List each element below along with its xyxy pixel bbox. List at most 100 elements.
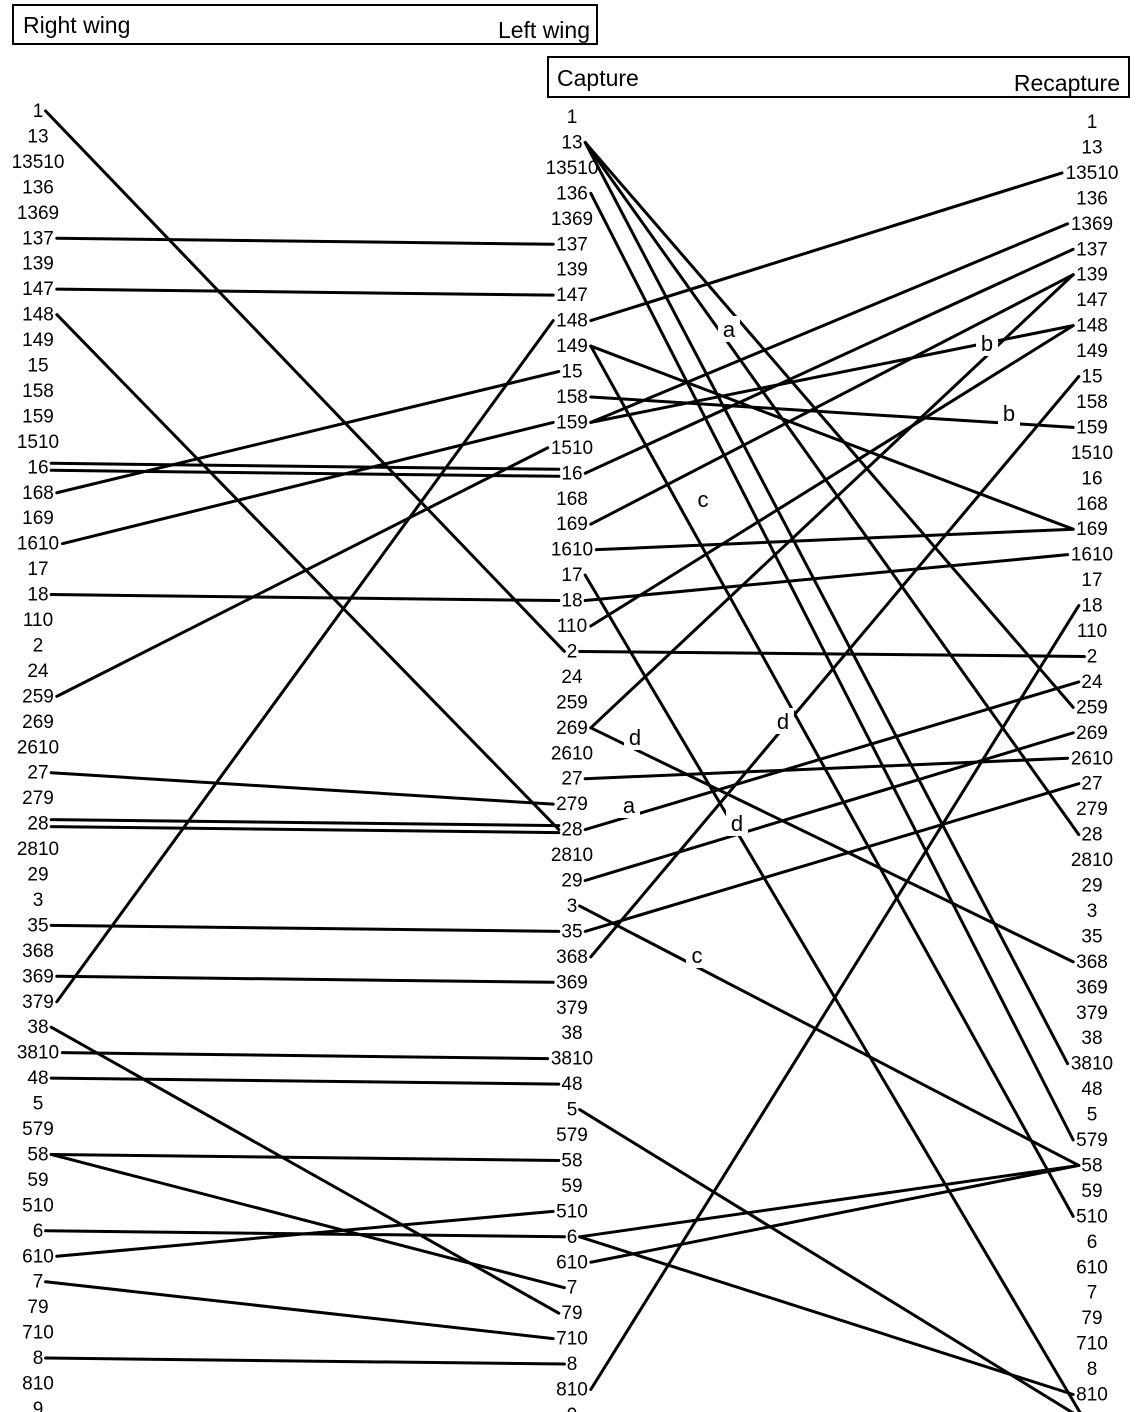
link-right-wing-to-capture: [49, 461, 561, 471]
link-capture-to-recapture: [583, 140, 1070, 1066]
right-wing-label: 368: [22, 941, 54, 962]
recapture-label: 269: [1076, 723, 1108, 744]
capture-label: 1: [567, 107, 578, 128]
link-right-wing-to-capture: [49, 825, 561, 835]
link-capture-to-recapture: [583, 247, 1075, 475]
link-capture-to-recapture: [589, 726, 1075, 964]
recapture-label: 59: [1081, 1181, 1102, 1202]
link-right-wing-to-capture: [49, 771, 555, 806]
mark-background: [686, 942, 708, 968]
link-right-wing-to-capture: [55, 974, 555, 984]
mark-background: [998, 400, 1020, 426]
right-wing-label: 139: [22, 254, 54, 275]
right-wing-label: 7: [33, 1272, 44, 1293]
right-wing-label: 15: [27, 356, 48, 377]
link-capture-to-recapture: [578, 1108, 1075, 1412]
capture-label: 16: [561, 463, 582, 484]
recapture-label: 1369: [1071, 214, 1113, 235]
recapture-label: 137: [1076, 239, 1108, 260]
recapture-label: 6: [1087, 1232, 1098, 1253]
link-right-wing-to-capture: [44, 109, 566, 653]
recapture-label: 169: [1076, 519, 1108, 540]
recapture-label: 16: [1081, 468, 1102, 489]
capture-label: 158: [556, 387, 588, 408]
link-capture-to-recapture: [583, 680, 1081, 832]
capture-label: 368: [556, 947, 588, 968]
right-wing-label: 159: [22, 406, 54, 427]
recapture-label: 168: [1076, 494, 1108, 515]
recapture-label: 1: [1087, 112, 1098, 133]
link-right-wing-to-capture: [60, 1051, 550, 1061]
recapture-label: 2: [1087, 646, 1098, 667]
right-wing-label: 59: [27, 1170, 48, 1191]
capture-label: 510: [556, 1201, 588, 1222]
right-wing-label: 8: [33, 1348, 44, 1369]
recapture-label: 579: [1076, 1130, 1108, 1151]
right-wing-label: 149: [22, 330, 54, 351]
recapture-label: 1510: [1071, 443, 1113, 464]
recapture-label: 379: [1076, 1003, 1108, 1024]
link-right-wing-to-capture: [49, 1025, 561, 1315]
capture-label: 137: [556, 234, 588, 255]
recapture-label: 1610: [1071, 545, 1113, 566]
mark-background: [692, 486, 714, 512]
capture-label: 810: [556, 1380, 588, 1401]
link-marks: a a b b c c d d d: [618, 316, 1020, 968]
link-right-wing-to-capture: [49, 923, 561, 933]
capture-label: 28: [561, 820, 582, 841]
wing-header-box: Right wing Left wing: [12, 4, 598, 45]
recapture-label: 3810: [1071, 1054, 1113, 1075]
right-wing-label: 810: [22, 1374, 54, 1395]
right-wing-label: 2: [33, 635, 44, 656]
link-capture-to-recapture: [583, 731, 1075, 882]
right-wing-label: 269: [22, 712, 54, 733]
capture-label: 7: [567, 1278, 578, 1299]
mark-background: [772, 708, 794, 734]
right-wing-label: 16: [27, 457, 48, 478]
link-mark-label: b: [1003, 401, 1015, 426]
right-wing-label: 147: [22, 279, 54, 300]
link-right-wing-to-capture: [49, 1152, 561, 1162]
capture-label: 13: [561, 132, 582, 153]
right-wing-label: 168: [22, 483, 54, 504]
capture-label: 5: [567, 1100, 578, 1121]
capture-label: 29: [561, 871, 582, 892]
recapture-label: 810: [1076, 1385, 1108, 1406]
capture-label: 58: [561, 1150, 582, 1171]
capture-label: 259: [556, 692, 588, 713]
link-right-wing-to-capture: [49, 818, 561, 828]
right-wing-label: 29: [27, 865, 48, 886]
capture-label: 59: [561, 1176, 582, 1197]
capture-label: 279: [556, 794, 588, 815]
recapture-label: 17: [1081, 570, 1102, 591]
capture-label: 6: [567, 1227, 578, 1248]
right-wing-label: 3810: [17, 1043, 59, 1064]
capture-label: 379: [556, 998, 588, 1019]
capture-label: 110: [557, 616, 587, 637]
link-capture-to-recapture: [589, 604, 1081, 1391]
link-capture-to-recapture: [589, 344, 1075, 531]
right-wing-label: 35: [27, 915, 48, 936]
capture-label: 147: [556, 285, 588, 306]
link-right-wing-to-capture: [49, 1076, 561, 1086]
right-wing-label: 259: [22, 686, 54, 707]
link-capture-to-recapture: [583, 573, 1082, 1412]
right-wing-label: 38: [27, 1017, 48, 1038]
right-wing-label: 110: [23, 610, 53, 631]
capture-label: 159: [556, 412, 588, 433]
right-wing-label: 28: [27, 814, 48, 835]
recapture-label: 710: [1076, 1334, 1108, 1355]
link-right-wing-to-capture: [44, 1280, 555, 1341]
right-wing-label: 148: [22, 305, 54, 326]
link-mark-label: d: [629, 725, 641, 750]
recapture-label: 610: [1076, 1257, 1108, 1278]
recapture-label: 139: [1076, 265, 1108, 286]
capture-label: 710: [556, 1329, 588, 1350]
right-wing-label: 17: [27, 559, 48, 580]
link-capture-to-recapture: [583, 140, 1075, 709]
recapture-label: 279: [1076, 799, 1108, 820]
link-right-wing-to-capture: [55, 1209, 555, 1258]
right-wing-label: 279: [22, 788, 54, 809]
right-wing-label: 48: [27, 1068, 48, 1089]
